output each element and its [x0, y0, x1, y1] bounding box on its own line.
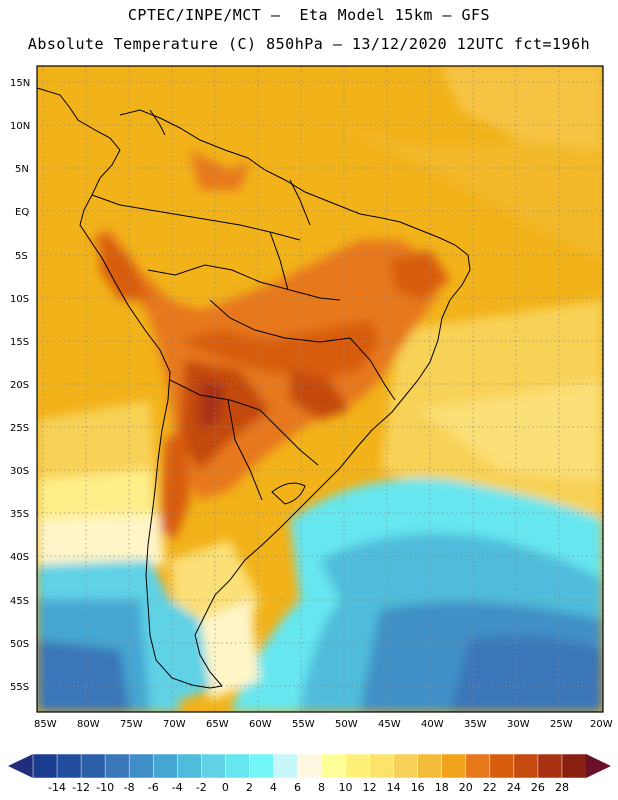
- lon-tick: 65W: [206, 719, 229, 730]
- lat-tick: 45S: [10, 596, 29, 607]
- colorbar-cell: [104, 753, 130, 779]
- colorbar-cell: [297, 753, 323, 779]
- lon-tick: 35W: [464, 719, 487, 730]
- colorbar-label: -14: [48, 781, 66, 794]
- coastlines: [37, 87, 471, 689]
- lon-tick: 20W: [590, 719, 613, 730]
- colorbar-label: 6: [294, 781, 301, 794]
- title-line-2: Absolute Temperature (C) 850hPa – 13/12/…: [27, 35, 591, 53]
- colorbar-label: -8: [124, 781, 135, 794]
- lon-tick: 85W: [34, 719, 57, 730]
- temperature-field: [37, 66, 603, 712]
- colorbar-cell: [417, 753, 443, 779]
- longitude-axis: 85W 80W 75W 70W 65W 60W 55W 50W 45W 40W …: [34, 719, 613, 730]
- lat-tick: 5N: [15, 164, 29, 175]
- colorbar-label: 4: [270, 781, 277, 794]
- colorbar-cell: [80, 753, 106, 779]
- colorbar-label: -2: [196, 781, 207, 794]
- colorbar-cell: [561, 753, 587, 779]
- colorbar-label: -4: [172, 781, 183, 794]
- colorbar-cell: [32, 753, 58, 779]
- colorbar-cell: [321, 753, 347, 779]
- colorbar-label: -6: [148, 781, 159, 794]
- colorbar-label: 0: [222, 781, 229, 794]
- colorbar-cell: [513, 753, 539, 779]
- colorbar-label: 16: [411, 781, 425, 794]
- lat-tick: 40S: [10, 552, 29, 563]
- colorbar-cell: [393, 753, 419, 779]
- colorbar-cell: [345, 753, 371, 779]
- colorbar-label: 18: [435, 781, 449, 794]
- colorbar-label: 8: [318, 781, 325, 794]
- lon-tick: 45W: [378, 719, 401, 730]
- latitude-axis: 15N 10N 5N EQ 5S 10S 15S 20S 25S 30S 35S…: [10, 78, 30, 693]
- title-line-1: CPTEC/INPE/MCT – Eta Model 15km – GFS: [127, 6, 491, 24]
- lat-tick: EQ: [15, 207, 29, 218]
- lon-tick: 40W: [421, 719, 444, 730]
- lon-tick: 55W: [292, 719, 315, 730]
- lat-tick: 35S: [10, 509, 29, 520]
- lat-tick: 25S: [10, 423, 29, 434]
- lon-tick: 60W: [249, 719, 272, 730]
- colorbar-arrow-right: [586, 754, 611, 778]
- lon-tick: 50W: [335, 719, 358, 730]
- lon-tick: 75W: [120, 719, 143, 730]
- lon-tick: 80W: [77, 719, 100, 730]
- lon-tick: 70W: [163, 719, 186, 730]
- colorbar-label: 10: [339, 781, 353, 794]
- colorbar-label: 26: [531, 781, 545, 794]
- colorbar-label: 22: [483, 781, 497, 794]
- colorbar-label: 24: [507, 781, 521, 794]
- lat-tick: 20S: [10, 380, 29, 391]
- colorbar-label: 20: [459, 781, 473, 794]
- lat-tick: 15S: [10, 337, 29, 348]
- lon-tick: 30W: [507, 719, 530, 730]
- colorbar-cell: [201, 753, 227, 779]
- colorbar-label: 14: [387, 781, 401, 794]
- lat-tick: 30S: [10, 466, 29, 477]
- lat-tick: 50S: [10, 639, 29, 650]
- lon-tick: 25W: [550, 719, 573, 730]
- colorbar-arrow-left: [8, 754, 33, 778]
- lat-tick: 5S: [15, 251, 28, 262]
- lat-tick: 15N: [10, 78, 30, 89]
- map-frame: [36, 65, 604, 713]
- colorbar-label: 28: [555, 781, 569, 794]
- colorbar-label: -12: [72, 781, 90, 794]
- colorbar-cell: [489, 753, 515, 779]
- colorbar-label: 12: [363, 781, 377, 794]
- colorbar: -14 -12 -10 -8 -6 -4 -2 0 2 4 6 8 10 12 14 16 18 20 22 24 26…: [8, 753, 611, 794]
- colorbar-cell: [128, 753, 154, 779]
- lat-tick: 10S: [10, 294, 29, 305]
- colorbar-cell: [152, 753, 179, 779]
- lat-tick: 55S: [10, 682, 29, 693]
- colorbar-cell: [465, 753, 491, 779]
- colorbar-cell: [273, 753, 299, 779]
- colorbar-cell: [369, 753, 395, 779]
- colorbar-cell: [441, 753, 467, 779]
- colorbar-label: 2: [246, 781, 253, 794]
- colorbar-cell: [249, 753, 275, 779]
- colorbar-cell: [225, 753, 251, 779]
- lat-tick: 10N: [10, 121, 30, 132]
- colorbar-cell: [177, 753, 203, 779]
- colorbar-label: -10: [96, 781, 114, 794]
- colorbar-cell: [56, 753, 82, 779]
- colorbar-cell: [537, 753, 563, 779]
